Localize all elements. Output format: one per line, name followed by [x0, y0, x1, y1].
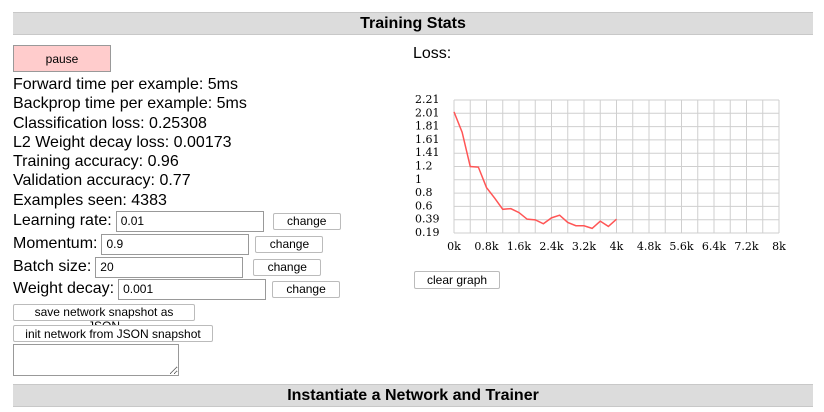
- y-tick-label: 0.19: [415, 226, 440, 239]
- momentum-input[interactable]: [101, 233, 250, 255]
- y-tick-label: 0.6: [415, 199, 433, 212]
- learning-rate-change-button[interactable]: change: [272, 212, 341, 230]
- pause-button[interactable]: pause: [13, 45, 111, 72]
- batch-size-change-button[interactable]: change: [253, 258, 322, 276]
- loss-chart: 2.212.011.811.611.411.210.80.60.390.19 0k…: [415, 93, 786, 253]
- loss-series-line: [453, 111, 617, 230]
- y-tick-label: 2.21: [415, 93, 440, 106]
- y-tick-label: 1: [415, 173, 422, 186]
- momentum-change-button[interactable]: change: [255, 235, 324, 253]
- x-tick-label: 1.6k: [507, 240, 531, 253]
- learning-rate-input[interactable]: [115, 210, 264, 232]
- learning-rate-label: Learning rate:: [13, 212, 112, 229]
- y-tick-label: 0.8: [415, 186, 433, 199]
- x-tick-label: 7.2k: [734, 240, 758, 253]
- x-tick-label: 0.8k: [474, 240, 498, 253]
- snapshot-json-textarea[interactable]: [13, 344, 179, 376]
- stats-list: Forward time per example: 5ms Backprop t…: [13, 75, 247, 210]
- batch-size-input[interactable]: [95, 256, 244, 278]
- x-tick-label: 6.4k: [702, 240, 726, 253]
- x-tick-label: 3.2k: [572, 240, 596, 253]
- learning-rate-row: Learning rate: change: [13, 210, 341, 232]
- backprop-time-stat: Backprop time per example: 5ms: [13, 95, 247, 113]
- save-snapshot-button[interactable]: save network snapshot as JSON: [13, 304, 195, 333]
- weight-decay-change-button[interactable]: change: [272, 280, 341, 298]
- l2-loss-stat: L2 Weight decay loss: 0.00173: [13, 133, 232, 151]
- training-accuracy-stat: Training accuracy: 0.96: [13, 153, 179, 171]
- y-tick-label: 0.39: [415, 213, 440, 226]
- examples-seen-stat: Examples seen: 4383: [13, 191, 167, 209]
- y-tick-label: 1.81: [415, 120, 440, 133]
- y-tick-label: 1.61: [415, 133, 440, 146]
- weight-decay-label: Weight decay:: [13, 280, 115, 297]
- x-tick-label: 0k: [447, 240, 461, 253]
- y-tick-label: 1.2: [415, 160, 433, 173]
- loss-chart-title: Loss:: [413, 45, 452, 62]
- y-tick-label: 1.41: [415, 146, 440, 159]
- x-tick-label: 8k: [772, 240, 786, 253]
- section-header-instantiate: Instantiate a Network and Trainer: [13, 384, 813, 407]
- weight-decay-input[interactable]: [118, 278, 267, 300]
- init-snapshot-button[interactable]: init network from JSON snapshot: [13, 325, 213, 342]
- loss-chart-panel: Loss: 2.21 2.01 1.81 1.61 1.41 1.2 1 0.8 0.6 0.39…: [413, 45, 813, 385]
- forward-time-stat: Forward time per example: 5ms: [13, 76, 238, 93]
- x-tick-label: 2.4k: [539, 240, 563, 253]
- classification-loss-stat: Classification loss: 0.25308: [13, 114, 207, 132]
- momentum-label: Momentum:: [13, 235, 98, 252]
- batch-size-row: Batch size: change: [13, 256, 322, 278]
- y-tick-label: 2.01: [415, 106, 440, 119]
- batch-size-label: Batch size:: [13, 258, 92, 275]
- momentum-row: Momentum: change: [13, 233, 324, 255]
- x-tick-label: 5.6k: [669, 240, 693, 253]
- x-tick-label: 4.8k: [637, 240, 661, 253]
- x-tick-label: 4k: [610, 240, 624, 253]
- section-header-training-stats: Training Stats: [13, 12, 813, 35]
- validation-accuracy-stat: Validation accuracy: 0.77: [13, 172, 191, 190]
- weight-decay-row: Weight decay: change: [13, 278, 341, 300]
- clear-graph-button[interactable]: clear graph: [414, 271, 501, 289]
